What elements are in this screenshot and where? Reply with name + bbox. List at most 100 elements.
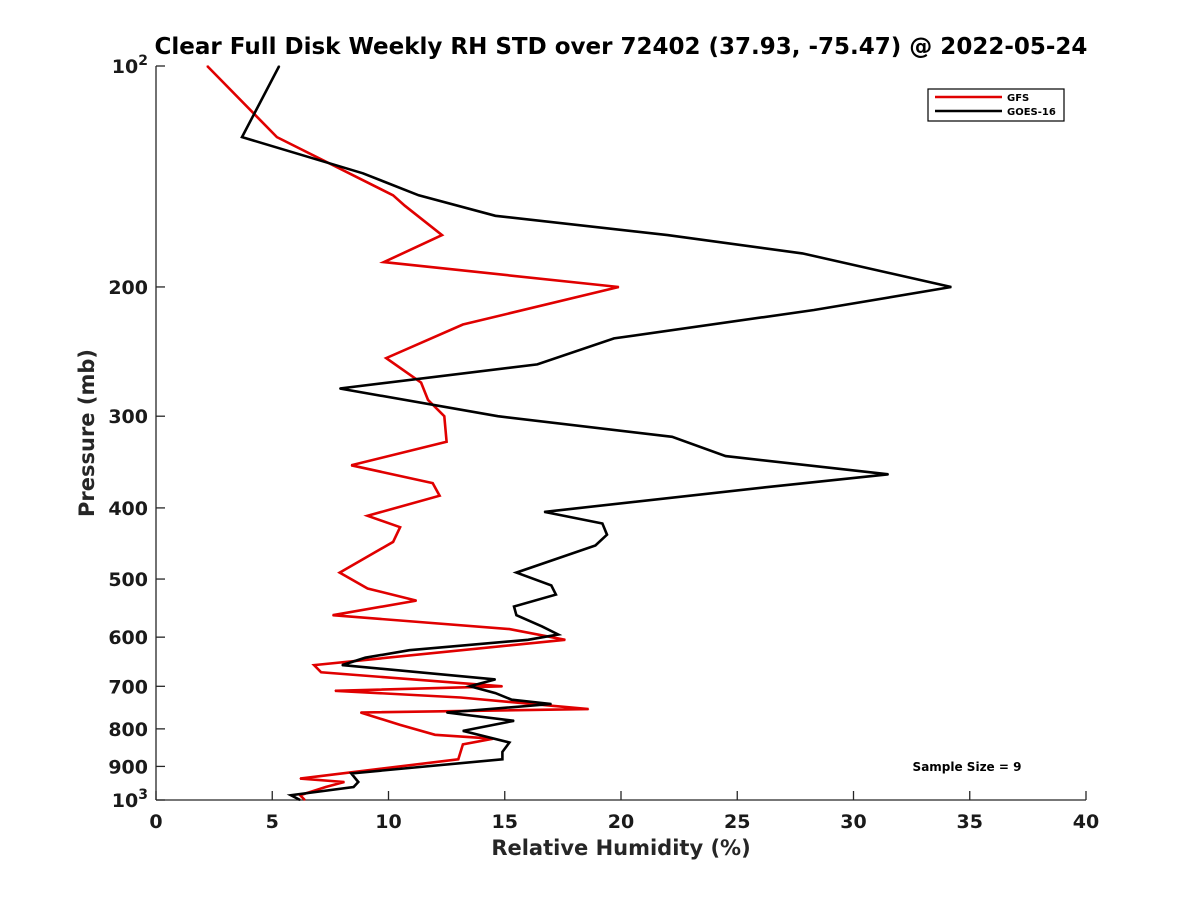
data-point-goes16 — [513, 720, 515, 722]
data-point-gfs — [564, 639, 566, 641]
legend: GFS GOES-16 — [927, 88, 1065, 122]
data-point-gfs — [420, 382, 422, 384]
data-point-gfs — [320, 671, 322, 673]
sample-size-annotation: Sample Size = 9 — [913, 760, 1022, 774]
x-tick-label: 30 — [840, 811, 866, 833]
data-point-goes16 — [462, 730, 464, 732]
data-point-goes16 — [408, 649, 410, 651]
y-tick-label: 102 — [112, 53, 148, 78]
legend-label-gfs: GFS — [1007, 93, 1029, 104]
x-tick-label: 25 — [724, 811, 750, 833]
data-point-goes16 — [362, 172, 364, 174]
data-point-goes16 — [666, 234, 669, 236]
data-point-goes16 — [497, 415, 499, 417]
data-point-gfs — [334, 690, 336, 692]
x-tick-label: 5 — [266, 811, 279, 833]
data-point-gfs — [399, 724, 401, 726]
data-point-gfs — [434, 734, 436, 736]
data-point-goes16 — [550, 584, 552, 587]
data-point-goes16 — [515, 572, 518, 574]
data-point-goes16 — [494, 215, 496, 217]
x-axis-ticks: 0 5 10 15 20 25 30 35 40 — [149, 791, 1099, 833]
data-point-goes16 — [536, 363, 538, 365]
y-tick-label: 103 — [112, 787, 148, 812]
y-tick-label: 200 — [108, 277, 148, 299]
data-point-gfs — [299, 778, 301, 780]
x-tick-label: 40 — [1073, 811, 1099, 833]
data-point-gfs — [432, 482, 434, 484]
data-point-goes16 — [550, 703, 552, 705]
data-point-goes16 — [494, 678, 496, 681]
data-point-goes16 — [950, 286, 952, 288]
data-point-gfs — [404, 205, 406, 207]
data-point-gfs — [618, 286, 620, 288]
data-point-goes16 — [887, 473, 890, 475]
data-point-gfs — [276, 136, 278, 138]
series-layer — [206, 65, 952, 802]
series-line-gfs — [206, 65, 620, 801]
data-point-goes16 — [501, 751, 503, 753]
data-point-goes16 — [801, 252, 804, 254]
data-point-goes16 — [339, 387, 341, 390]
data-point-goes16 — [501, 758, 503, 760]
data-point-gfs — [441, 234, 443, 236]
data-point-gfs — [443, 415, 445, 417]
data-point-goes16 — [594, 544, 597, 547]
series-goes16 — [240, 65, 952, 802]
y-axis-label: Pressure (mb) — [75, 349, 99, 517]
y-tick-label: 500 — [108, 569, 148, 591]
data-point-goes16 — [671, 436, 673, 438]
data-point-gfs — [383, 261, 385, 263]
data-point-gfs — [339, 572, 341, 574]
legend-box — [927, 88, 1065, 122]
data-point-goes16 — [278, 65, 280, 67]
data-point-gfs — [446, 441, 448, 443]
data-point-goes16 — [364, 657, 366, 659]
data-point-goes16 — [613, 337, 615, 339]
data-point-gfs — [460, 696, 462, 699]
data-point-goes16 — [350, 772, 352, 775]
data-point-goes16 — [446, 711, 448, 714]
x-axis-label: Relative Humidity (%) — [491, 836, 750, 860]
data-point-gfs — [415, 600, 417, 602]
data-point-gfs — [392, 194, 394, 196]
data-point-goes16 — [357, 781, 359, 783]
data-point-gfs — [350, 464, 352, 466]
data-point-goes16 — [555, 594, 557, 596]
data-point-gfs — [325, 786, 327, 788]
data-point-gfs — [427, 399, 429, 401]
data-point-gfs — [313, 664, 315, 666]
data-point-goes16 — [341, 664, 343, 666]
data-point-gfs — [501, 685, 503, 687]
data-point-gfs — [367, 515, 369, 517]
data-point-goes16 — [527, 639, 529, 641]
data-point-goes16 — [513, 605, 515, 608]
data-point-goes16 — [557, 633, 559, 636]
data-point-goes16 — [508, 741, 510, 744]
data-point-goes16 — [541, 625, 543, 628]
data-point-goes16 — [469, 685, 471, 687]
data-point-gfs — [360, 711, 362, 714]
data-point-goes16 — [511, 699, 513, 701]
data-point-gfs — [332, 614, 334, 616]
y-tick-label: 600 — [108, 627, 148, 649]
y-tick-label: 800 — [108, 719, 148, 741]
x-tick-label: 20 — [608, 811, 634, 833]
data-point-goes16 — [764, 486, 766, 488]
data-point-gfs — [367, 587, 369, 590]
data-point-gfs — [439, 495, 441, 497]
data-point-goes16 — [299, 799, 301, 801]
data-point-gfs — [392, 541, 394, 543]
data-point-goes16 — [543, 511, 545, 513]
data-point-goes16 — [418, 194, 420, 196]
data-point-goes16 — [353, 786, 355, 788]
data-point-gfs — [399, 526, 401, 528]
data-point-gfs — [462, 743, 464, 746]
data-point-goes16 — [813, 309, 815, 311]
data-point-gfs — [343, 781, 345, 783]
series-gfs — [206, 65, 620, 801]
y-tick-label: 700 — [108, 676, 148, 698]
data-point-goes16 — [494, 692, 496, 694]
